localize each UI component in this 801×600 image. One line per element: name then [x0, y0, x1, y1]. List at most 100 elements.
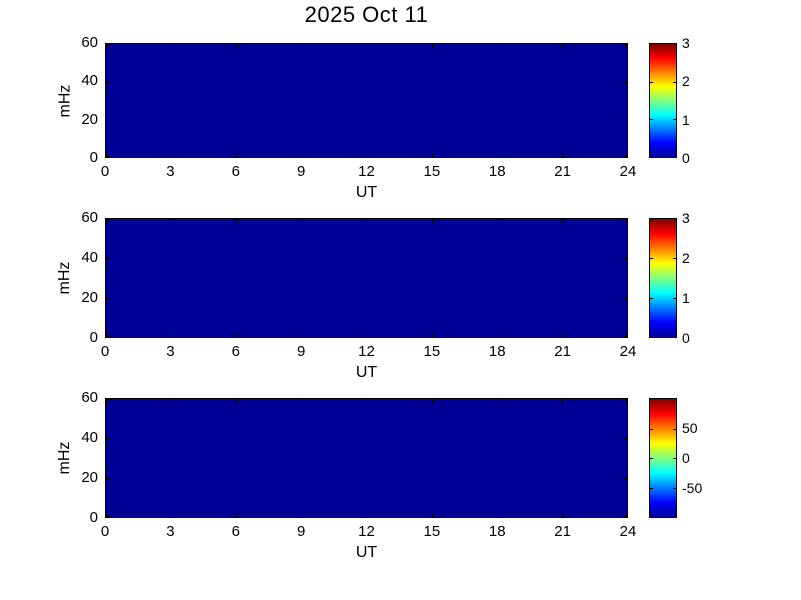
figure-title: 2025 Oct 11 — [304, 2, 429, 27]
x-tick-label: 9 — [296, 163, 306, 180]
tick-mark — [106, 82, 110, 83]
y-tick-label: 0 — [89, 149, 98, 166]
tick-mark — [301, 44, 302, 48]
y-tick-label: 60 — [81, 389, 98, 406]
x-tick-label: 21 — [554, 523, 571, 540]
tick-mark — [367, 153, 368, 157]
y-tick-label: 0 — [89, 329, 98, 346]
y-tick-label: 20 — [81, 110, 98, 128]
tick-mark — [106, 478, 110, 479]
tick-mark — [236, 219, 237, 223]
x-axis-label: UT — [355, 364, 378, 381]
colorbar-tick-mark — [673, 429, 676, 430]
x-tick-label: 0 — [100, 523, 110, 540]
tick-mark — [106, 119, 110, 120]
colorbar-tick-label: 2 — [682, 73, 690, 90]
colorbar-tick-mark — [650, 258, 653, 259]
colorbar-tick-label: 3 — [682, 35, 690, 51]
tick-mark — [236, 399, 237, 403]
tick-mark — [236, 44, 237, 48]
colorbar-tick-mark — [650, 119, 653, 120]
tick-mark — [497, 333, 498, 337]
x-tick-label: 12 — [358, 523, 375, 540]
y-tick-label: 40 — [81, 249, 98, 266]
colorbar-tick-mark — [673, 119, 676, 120]
tick-mark — [106, 44, 107, 48]
tick-mark — [432, 44, 433, 48]
tick-mark — [562, 219, 563, 223]
tick-mark — [623, 119, 627, 120]
tick-mark — [626, 153, 627, 157]
colorbar-tick-label: -50 — [682, 480, 703, 496]
tick-mark — [497, 399, 498, 403]
tick-mark — [562, 513, 563, 517]
tick-mark — [367, 513, 368, 517]
x-tick-label: 18 — [488, 343, 506, 360]
tick-mark — [432, 153, 433, 157]
x-tick-label: 9 — [296, 343, 306, 360]
tick-mark — [301, 333, 302, 337]
y-tick-label: 60 — [81, 34, 98, 51]
x-tick-label: 21 — [554, 343, 571, 360]
tick-mark — [432, 219, 433, 223]
colorbar-tick-mark — [650, 429, 653, 430]
y-axis-label: mHz — [56, 441, 73, 475]
colorbar-tick-label: 0 — [682, 150, 690, 166]
y-tick-label: 60 — [81, 209, 98, 226]
tick-mark — [236, 333, 237, 337]
tick-mark — [432, 399, 433, 403]
x-tick-label: 12 — [358, 163, 375, 180]
tick-mark — [623, 399, 627, 400]
x-tick-label: 15 — [423, 163, 441, 180]
tick-mark — [432, 333, 433, 337]
x-axis-label: UT — [355, 184, 378, 201]
colorbar-tick-label: 2 — [682, 250, 690, 266]
tick-mark — [623, 82, 627, 83]
tick-mark — [106, 333, 107, 337]
tick-mark — [171, 44, 172, 48]
tick-mark — [562, 153, 563, 157]
x-tick-label: 0 — [100, 163, 110, 180]
tick-mark — [626, 513, 627, 517]
tick-mark — [236, 153, 237, 157]
tick-mark — [367, 399, 368, 403]
colorbar-tick-label: 3 — [682, 210, 690, 226]
tick-mark — [623, 336, 627, 337]
y-tick-label: 20 — [81, 289, 98, 306]
x-tick-label: 24 — [619, 163, 637, 180]
tick-mark — [626, 333, 627, 337]
x-tick-label: 3 — [166, 163, 175, 180]
colorbar-tick-mark — [650, 298, 653, 299]
tick-mark — [367, 44, 368, 48]
y-tick-label: 40 — [81, 72, 98, 90]
tick-mark — [171, 513, 172, 517]
tick-mark — [367, 219, 368, 223]
tick-mark — [106, 258, 110, 259]
tick-mark — [497, 44, 498, 48]
tick-mark — [171, 399, 172, 403]
tick-mark — [626, 44, 627, 48]
x-tick-label: 6 — [231, 163, 240, 180]
tick-mark — [626, 219, 627, 223]
tick-mark — [301, 219, 302, 223]
x-tick-label: 15 — [423, 343, 441, 360]
tick-mark — [623, 298, 627, 299]
tick-mark — [623, 219, 627, 220]
tick-mark — [301, 399, 302, 403]
x-tick-label: 15 — [423, 523, 441, 540]
tick-mark — [171, 333, 172, 337]
tick-mark — [106, 399, 110, 400]
y-tick-label: 20 — [81, 469, 98, 486]
tick-mark — [623, 258, 627, 259]
x-tick-label: 6 — [231, 523, 240, 540]
colorbar-tick-mark — [673, 258, 676, 259]
tick-mark — [106, 219, 110, 220]
plot-area — [105, 218, 628, 338]
x-tick-label: 12 — [358, 343, 375, 360]
tick-mark — [623, 516, 627, 517]
colorbar-tick-mark — [673, 82, 676, 83]
colorbar-tick-label: 0 — [682, 450, 690, 466]
x-tick-label: 24 — [619, 343, 637, 360]
colorbar-tick-mark — [673, 488, 676, 489]
